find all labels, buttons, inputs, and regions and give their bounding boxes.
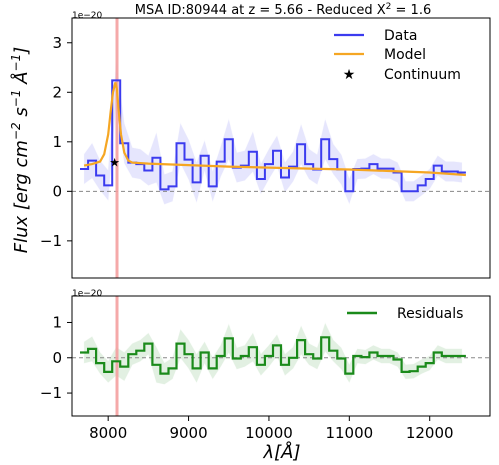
- x-tick-label: 11000: [325, 424, 373, 442]
- legend-data-label: Data: [384, 28, 417, 44]
- y-tick-label: 1: [52, 313, 62, 331]
- legend-continuum-marker-icon: ★: [343, 67, 356, 83]
- y-tick-label: 1: [52, 133, 62, 151]
- top-offset-text: 1e−20: [72, 11, 103, 21]
- chart-title: MSA ID:80944 at z = 5.66 - Reduced X2 = …: [135, 2, 431, 18]
- continuum-star-marker: ★: [109, 156, 120, 170]
- bottom-offset-text: 1e−20: [72, 289, 103, 299]
- top-axes-frame: [71, 17, 491, 279]
- top-legend: Data Model ★ Continuum: [334, 28, 461, 83]
- legend-model-label: Model: [384, 47, 426, 63]
- title-superscript: 2: [386, 2, 392, 12]
- bottom-axes-frame: [71, 295, 491, 417]
- x-tick-label: 10000: [245, 424, 293, 442]
- y-tick-label: 0: [52, 182, 62, 200]
- y-tick-label: −1: [40, 232, 62, 250]
- y-tick-label: 3: [52, 34, 62, 52]
- x-axis-label: λ[Å]: [262, 441, 300, 463]
- top-panel: ★ −1 0 1 2 3 Data Model ★ Continuum: [40, 17, 491, 279]
- y-tick-label: −1: [40, 384, 62, 402]
- bottom-panel: −1 0 1 8000 9000 10000 11000 12000 Residuals: [40, 295, 491, 442]
- y-tick-label: 0: [52, 349, 62, 367]
- model-line: [83, 82, 466, 177]
- x-tick-label: 12000: [406, 424, 454, 442]
- x-ticks: 8000 9000 10000 11000 12000: [89, 416, 454, 442]
- top-y-ticks: −1 0 1 2 3: [40, 34, 72, 250]
- x-tick-label: 9000: [169, 424, 207, 442]
- bottom-y-ticks: −1 0 1: [40, 313, 72, 402]
- legend-continuum-label: Continuum: [384, 67, 461, 83]
- y-axis-label: Flux [erg cm−2 s−1 Å−1]: [9, 47, 32, 254]
- continuum-markers: ★: [109, 156, 120, 170]
- legend-residuals-label: Residuals: [397, 306, 463, 322]
- bottom-legend: Residuals: [347, 306, 463, 322]
- y-tick-label: 2: [52, 83, 62, 101]
- title-tail: = 1.6: [391, 3, 431, 18]
- x-tick-label: 8000: [89, 424, 127, 442]
- residuals-step-line: [80, 336, 466, 375]
